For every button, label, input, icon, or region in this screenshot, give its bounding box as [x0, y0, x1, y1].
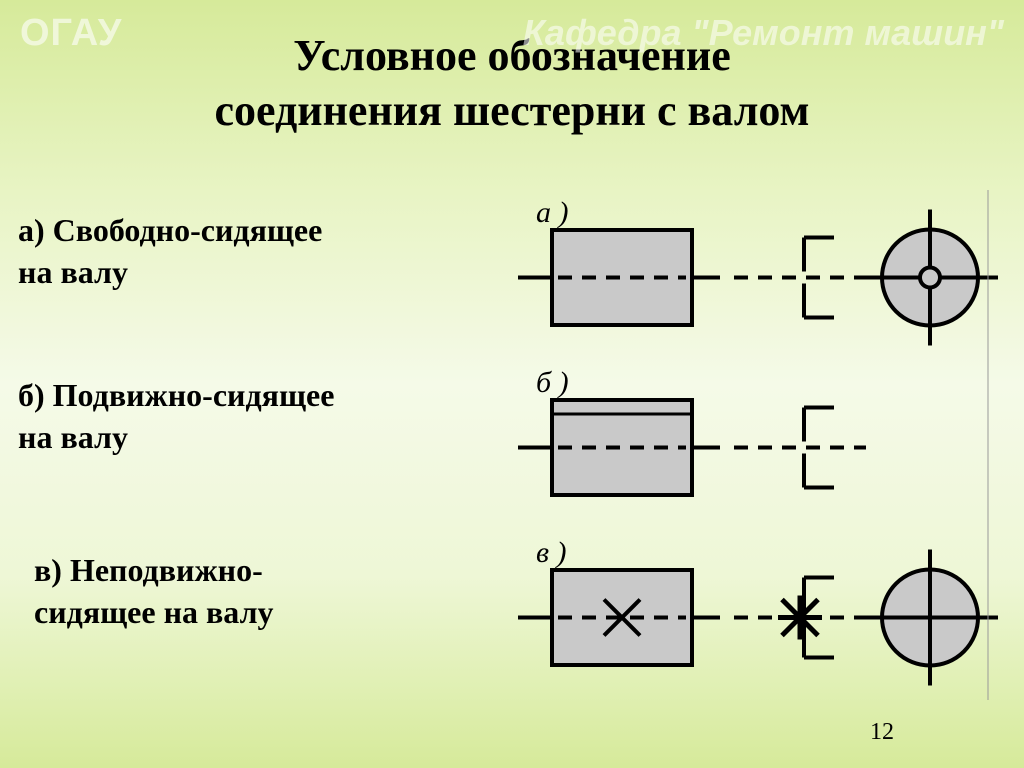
svg-text:б ): б ) — [536, 366, 569, 399]
diagram: а ) б ) в ) — [510, 180, 1010, 710]
label-c: в) Неподвижно- сидящее на валу — [34, 550, 274, 633]
watermark-right: Кафедра "Ремонт машин" — [523, 12, 1004, 54]
watermark-left: ОГАУ — [20, 12, 122, 55]
svg-text:а ): а ) — [536, 196, 569, 229]
page-number: 12 — [870, 719, 894, 746]
diagram-svg: а ) б ) в ) — [510, 180, 1010, 710]
label-a: а) Свободно-сидящее на валу — [18, 210, 322, 293]
content-area: а) Свободно-сидящее на валу б) Подвижно-… — [0, 180, 1024, 720]
label-b: б) Подвижно-сидящее на валу — [18, 375, 334, 458]
title-line2: соединения шестерни с валом — [214, 86, 809, 135]
svg-text:в ): в ) — [536, 536, 567, 569]
